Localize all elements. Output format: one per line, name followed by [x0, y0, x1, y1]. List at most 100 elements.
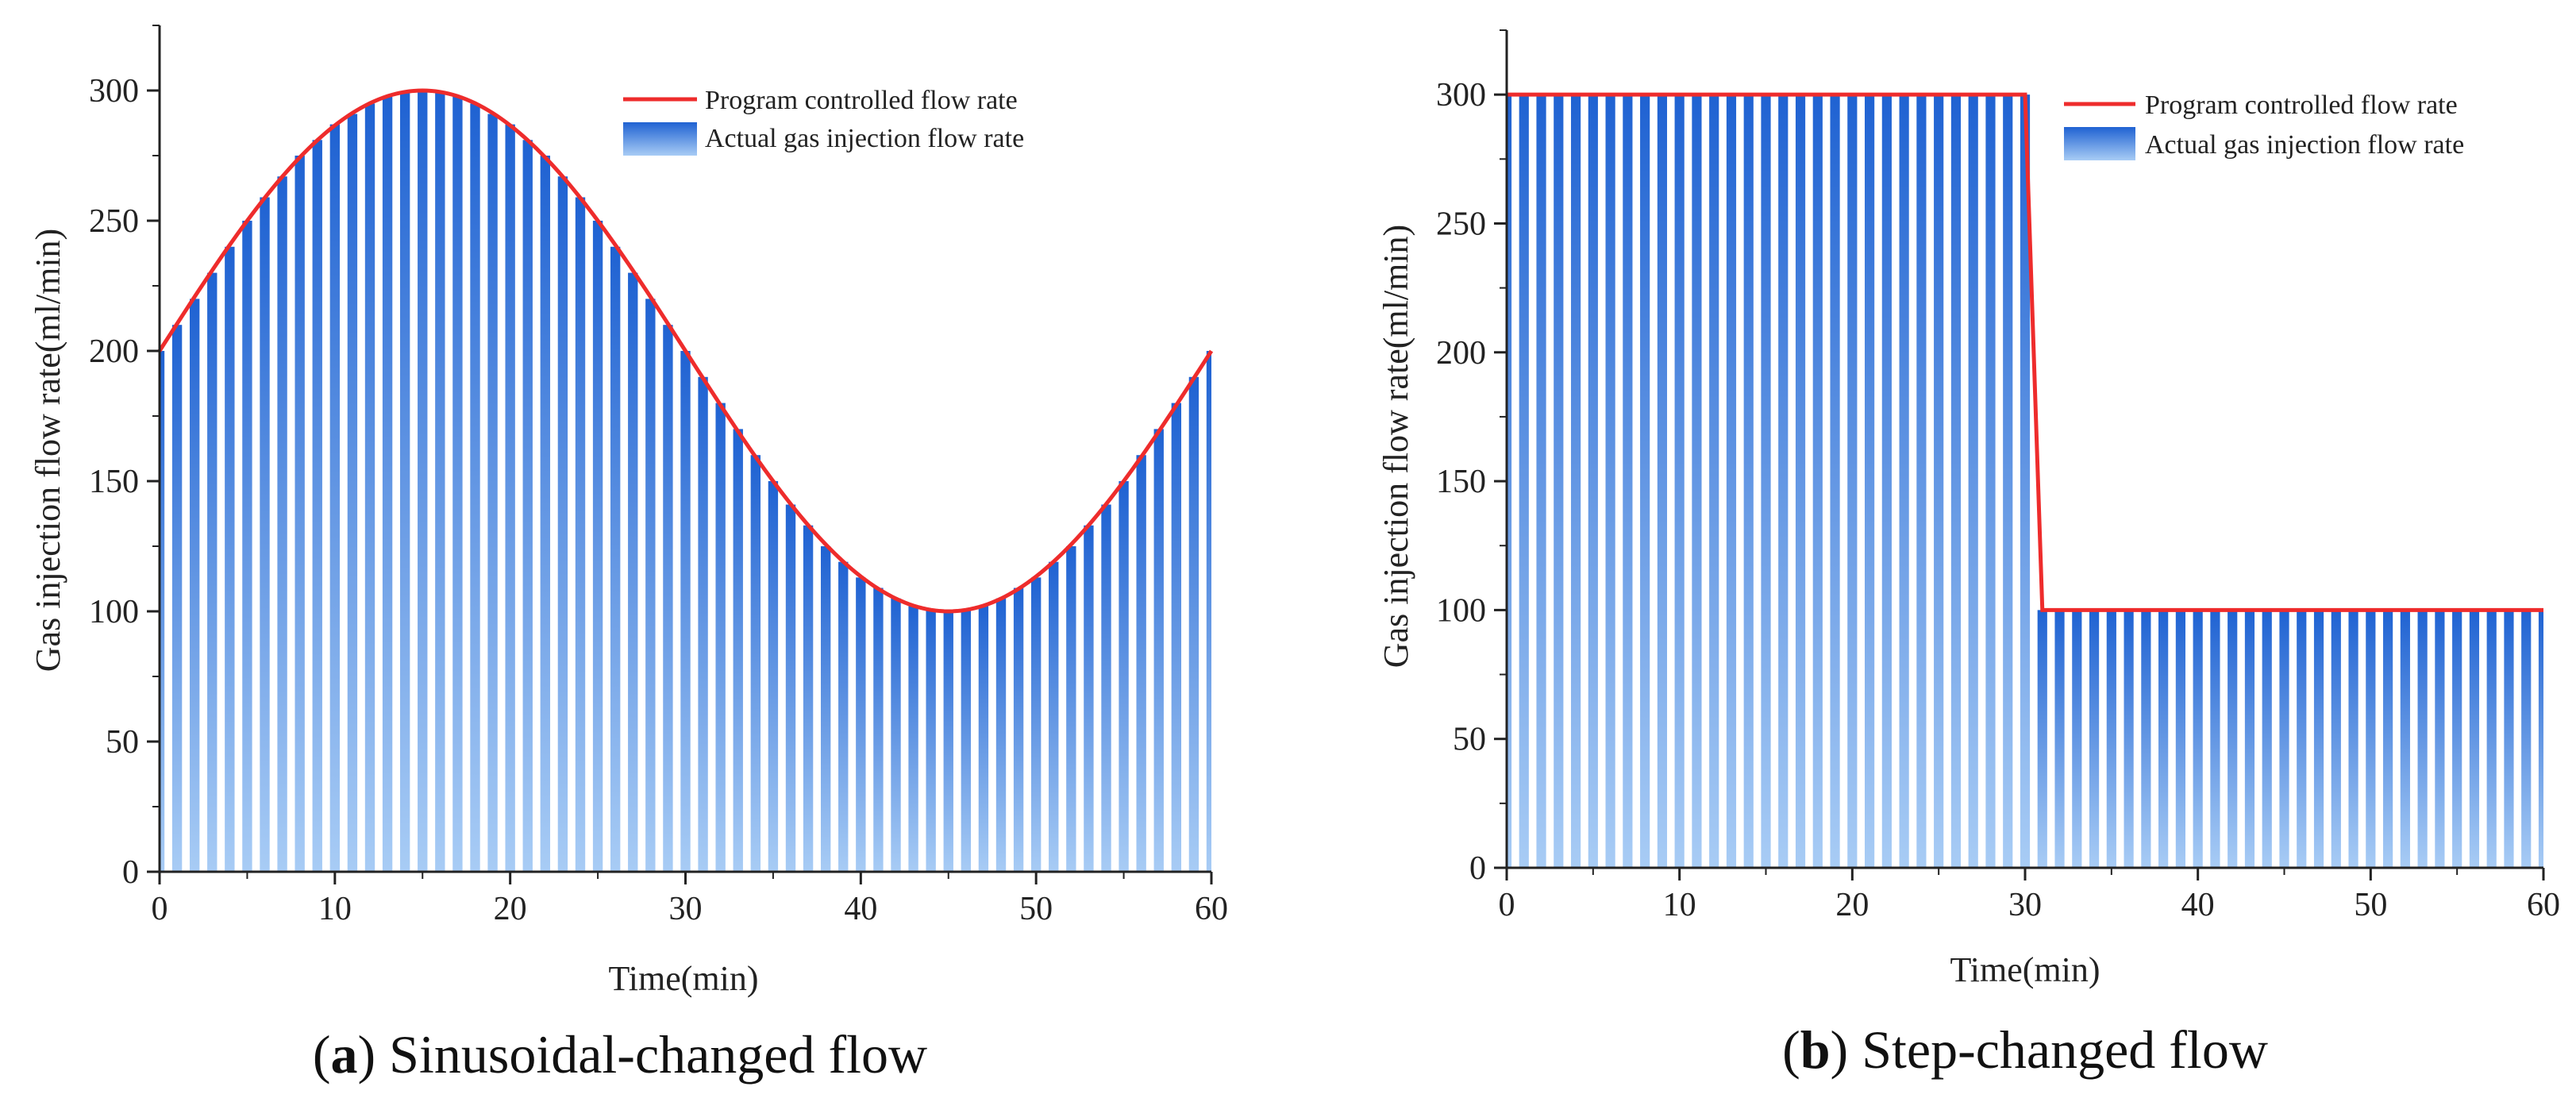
legend-line-label-b: Program controlled flow rate — [2145, 91, 2458, 120]
bar — [2037, 610, 2047, 868]
legend-bar-label-b: Actual gas injection flow rate — [2145, 130, 2464, 160]
bar — [1692, 94, 1702, 868]
bar — [1188, 376, 1199, 872]
line-series-b — [1507, 92, 2543, 612]
bar — [1743, 94, 1754, 868]
bar — [1968, 94, 1978, 868]
bar — [452, 95, 463, 872]
bar — [2020, 94, 2031, 868]
bar — [1588, 94, 1598, 868]
bar — [470, 103, 480, 872]
bar — [1136, 455, 1146, 872]
bar — [820, 546, 831, 872]
bar — [277, 176, 287, 873]
bar — [2003, 94, 2013, 868]
x-tick-label: 30 — [669, 891, 703, 927]
bar — [1881, 94, 1892, 868]
y-tick-label: 150 — [89, 464, 139, 500]
bar — [838, 561, 849, 872]
bar — [1171, 403, 1182, 873]
bar — [2366, 610, 2376, 868]
bar — [2089, 610, 2100, 868]
bar — [943, 611, 953, 872]
bar — [2313, 610, 2324, 868]
bar — [2054, 610, 2065, 868]
bar — [1950, 94, 1962, 868]
y-tick-label: 100 — [89, 594, 139, 630]
bar — [2521, 610, 2532, 868]
bar — [1795, 94, 1806, 868]
y-tick-label: 250 — [89, 203, 139, 240]
bar — [1066, 546, 1076, 872]
bar — [2124, 610, 2134, 868]
y-tick-label: 250 — [1436, 206, 1486, 242]
bar — [680, 351, 691, 872]
x-tick-label: 50 — [1019, 891, 1053, 927]
legend-bar-swatch-b — [2064, 127, 2135, 160]
bar — [1570, 94, 1581, 868]
bar — [2175, 610, 2185, 868]
bar — [1030, 577, 1042, 872]
bar — [1916, 94, 1927, 868]
y-tick-label: 300 — [89, 73, 139, 110]
bar — [1657, 94, 1667, 868]
caption-b: (b) Step-changed flow — [1782, 1019, 2268, 1080]
bar — [207, 272, 218, 873]
bar — [364, 103, 375, 872]
legend-bar-label-a: Actual gas injection flow rate — [705, 124, 1024, 153]
x-tick-label: 40 — [2181, 887, 2215, 923]
bar — [2158, 610, 2169, 868]
bar — [260, 197, 270, 873]
axes-a: 0 10 20 30 40 50 60 0 50 100 150 200 250 300 — [89, 25, 1228, 927]
bar — [2072, 610, 2082, 868]
bar — [1726, 94, 1737, 868]
bar — [1101, 504, 1111, 872]
bar — [961, 608, 972, 872]
bar — [1830, 94, 1840, 868]
bar — [803, 525, 814, 872]
bar — [1536, 94, 1546, 868]
bar — [2228, 610, 2238, 868]
bar — [540, 156, 551, 872]
bar — [2486, 610, 2497, 868]
bar — [995, 598, 1007, 872]
y-tick-label: 150 — [1436, 464, 1486, 500]
bar-series-b — [1507, 94, 2543, 868]
chart-b: 0 10 20 30 40 50 60 0 50 100 150 200 250 300 Time(min… — [1377, 29, 2560, 1080]
bar — [1640, 94, 1650, 868]
bar — [2141, 610, 2151, 868]
bar — [2469, 610, 2480, 868]
x-tick-label: 50 — [2354, 887, 2387, 923]
bar — [645, 299, 656, 872]
bar — [1709, 94, 1719, 868]
bar — [575, 197, 586, 873]
bar — [978, 606, 989, 872]
bar — [2244, 610, 2255, 868]
bar — [1554, 94, 1564, 868]
bar — [2538, 610, 2543, 868]
bar — [1812, 94, 1823, 868]
bar — [1119, 481, 1129, 872]
bar — [2348, 610, 2358, 868]
bar — [2452, 610, 2462, 868]
bar — [1049, 561, 1059, 872]
bar — [873, 588, 884, 872]
bar — [557, 176, 568, 873]
y-tick-label: 200 — [1436, 335, 1486, 372]
y-tick-label: 300 — [1436, 77, 1486, 114]
bar — [628, 272, 638, 873]
bar — [1507, 94, 1512, 868]
bar — [1605, 94, 1615, 868]
bar — [312, 140, 322, 872]
x-tick-label: 20 — [494, 891, 527, 927]
bar — [750, 455, 761, 872]
bar — [295, 156, 305, 872]
y-tick-label: 200 — [89, 333, 139, 370]
bar — [2331, 610, 2341, 868]
y-tick-label: 0 — [1469, 850, 1486, 887]
chart-a: 0 10 20 30 40 50 60 0 50 100 150 200 250 300 Time(min… — [29, 25, 1228, 1085]
y-tick-label: 50 — [1453, 722, 1486, 758]
bar — [2417, 610, 2428, 868]
x-tick-label: 60 — [2527, 887, 2560, 923]
bar — [1013, 588, 1024, 872]
